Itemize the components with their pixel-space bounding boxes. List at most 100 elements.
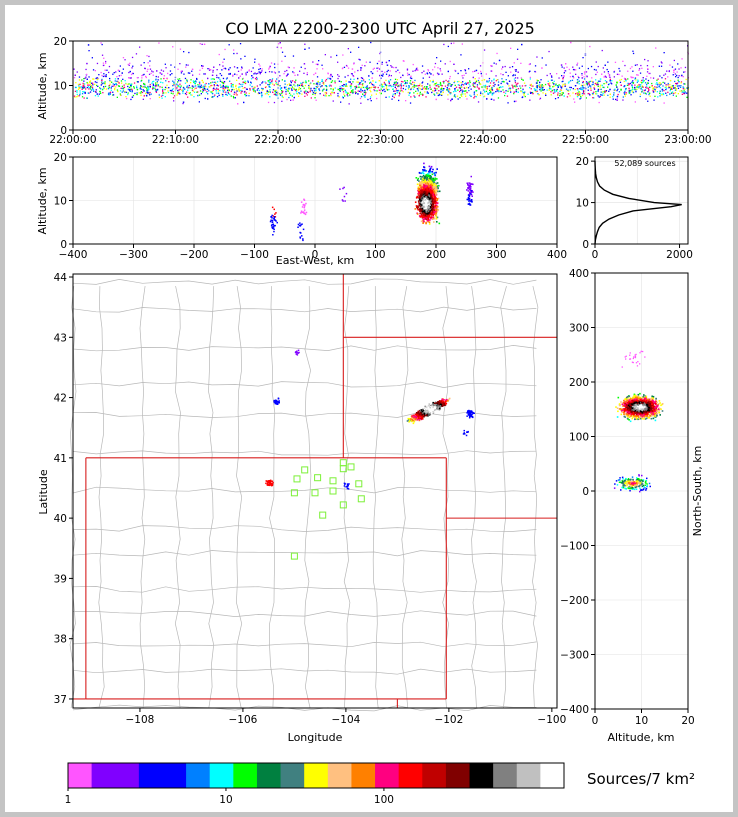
altitude-time-source: [189, 72, 191, 74]
altitude-eastwest-source: [417, 192, 420, 194]
altitude-time-source: [400, 88, 402, 90]
altitude-time-source: [564, 85, 566, 87]
altitude-eastwest-source: [426, 185, 429, 187]
altitude-time-source: [147, 68, 149, 70]
altitude-time-source: [317, 63, 319, 66]
altitude-time-source: [122, 78, 124, 80]
altitude-time-source: [513, 100, 516, 103]
altitude-eastwest-source: [424, 175, 427, 177]
altitude-time-source: [260, 91, 263, 94]
altitude-time-source: [438, 94, 440, 96]
altitude-time-source: [413, 92, 415, 94]
altitude-eastwest-source: [273, 208, 275, 211]
altitude-time-source: [592, 93, 594, 95]
altitude-time-source: [371, 83, 373, 85]
altitude-time-source: [199, 86, 201, 88]
altitude-eastwest-source: [425, 212, 427, 214]
county-line: [72, 668, 537, 675]
altitude-time-source: [350, 87, 352, 89]
altitude-time-source: [425, 87, 428, 89]
altitude-time-source: [514, 77, 517, 79]
altitude-eastwest-source: [417, 177, 420, 180]
altitude-time-source: [197, 86, 200, 88]
altitude-time-source: [541, 88, 543, 90]
altitude-time-source: [449, 77, 451, 80]
altitude-time-source: [109, 79, 111, 82]
altitude-time-source: [136, 85, 138, 87]
altitude-eastwest-source: [417, 209, 420, 211]
altitude-eastwest-source: [428, 213, 431, 216]
altitude-time-source: [591, 80, 593, 82]
altitude-time-source: [276, 83, 278, 86]
altitude-time-source: [162, 92, 164, 94]
altitude-time-source: [232, 83, 234, 86]
altitude-time-source: [291, 89, 293, 91]
altitude-time-source: [427, 83, 429, 85]
altitude-time-source: [581, 93, 584, 95]
altitude-time-source: [417, 87, 420, 89]
altitude-time-source: [86, 73, 88, 76]
altitude-time-source: [407, 91, 409, 94]
altitude-time-source: [385, 87, 387, 90]
altitude-time-source: [474, 81, 477, 84]
altitude-time-source: [642, 86, 644, 88]
altitude-time-source: [429, 84, 431, 86]
altitude-time-source: [369, 82, 371, 84]
altitude-time-source: [429, 72, 431, 74]
altitude-time-source: [399, 93, 401, 95]
altitude-time-source: [581, 94, 584, 97]
altitude-eastwest-source: [432, 216, 434, 218]
altitude-time-source: [513, 93, 515, 95]
altitude-eastwest-source: [432, 203, 435, 206]
altitude-eastwest-source: [428, 179, 431, 181]
altitude-time-source: [457, 89, 459, 91]
altitude-time-source: [457, 98, 459, 100]
altitude-time-source: [330, 85, 332, 87]
altitude-time-source: [491, 88, 493, 91]
altitude-time-source: [462, 81, 464, 83]
altitude-time-source: [133, 87, 135, 89]
altitude-time-source: [282, 96, 284, 99]
altitude-eastwest-source: [423, 205, 425, 208]
altitude-time-source: [418, 84, 421, 87]
altitude-time-source: [592, 97, 594, 99]
altitude-time-source: [76, 96, 78, 98]
altitude-time-source: [441, 94, 443, 96]
altitude-time-source: [388, 82, 390, 85]
altitude-time-source: [345, 85, 347, 87]
altitude-eastwest-source: [342, 200, 344, 202]
altitude-time-source: [178, 80, 180, 82]
altitude-time-source: [350, 51, 352, 53]
altitude-time-source: [511, 66, 514, 68]
altitude-eastwest-source: [418, 204, 421, 206]
altitude-time-source: [353, 75, 355, 78]
altitude-time-source: [321, 80, 323, 82]
altitude-time-source: [541, 89, 543, 91]
altitude-time-source: [232, 86, 234, 88]
altitude-time-source: [369, 61, 371, 63]
altitude-time-source: [590, 89, 592, 91]
altitude-time-source: [416, 92, 419, 95]
altitude-time-source: [270, 80, 273, 82]
altitude-time-source: [176, 94, 178, 96]
altitude-time-source: [246, 71, 248, 73]
altitude-time-source: [352, 91, 354, 93]
altitude-eastwest-source: [428, 203, 431, 205]
altitude-time-source: [478, 81, 480, 83]
altitude-time-source: [397, 69, 399, 71]
altitude-time-source: [529, 76, 531, 79]
altitude-time-source: [480, 92, 482, 95]
altitude-time-source: [212, 69, 214, 72]
altitude-eastwest-source: [300, 210, 303, 212]
altitude-time-source: [545, 94, 547, 96]
altitude-time-source: [422, 94, 424, 96]
altitude-time-source: [142, 98, 144, 100]
altitude-time-source: [109, 77, 111, 80]
altitude-time-source: [140, 64, 142, 66]
altitude-time-source: [172, 83, 175, 85]
altitude-time-source: [321, 90, 324, 92]
altitude-eastwest-source: [469, 186, 471, 189]
altitude-time-source: [562, 77, 564, 79]
altitude-time-source: [533, 88, 535, 90]
altitude-eastwest-source: [427, 198, 429, 200]
